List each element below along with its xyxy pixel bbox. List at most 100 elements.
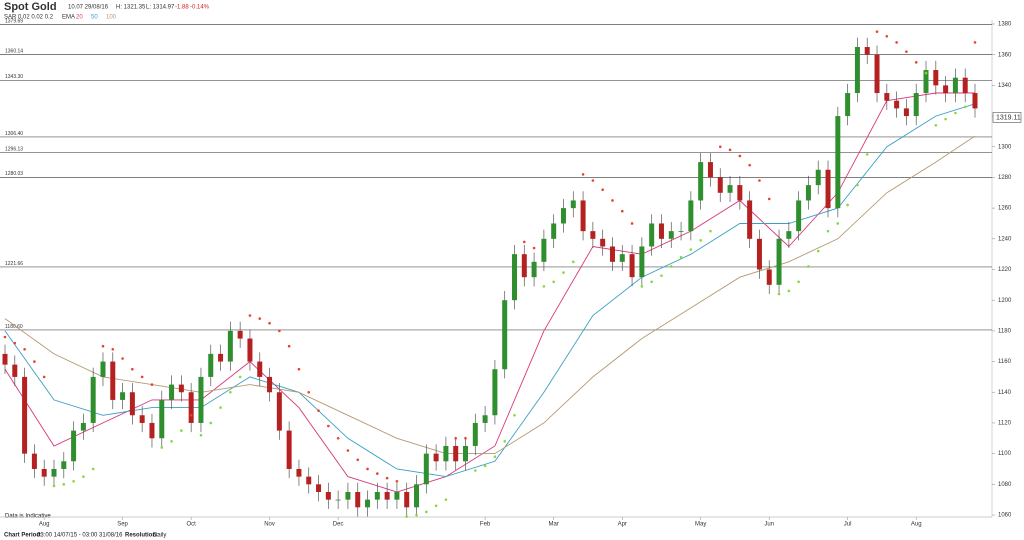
sar-dot	[513, 413, 516, 417]
sar-dot	[581, 173, 585, 176]
candle-body	[923, 70, 929, 94]
candle-body	[560, 208, 566, 224]
x-tick-label: Apr	[618, 522, 627, 528]
x-tick-label: Feb	[480, 522, 491, 528]
candle-body	[365, 499, 371, 508]
sar-dot	[718, 145, 722, 149]
candle-body	[570, 200, 576, 209]
candle-body	[208, 353, 214, 377]
sar-dot	[924, 71, 928, 75]
sar-params: 0.02 0.02 0.2	[18, 15, 54, 21]
candle-body	[727, 185, 733, 193]
sar-dot	[777, 292, 781, 296]
y-tick-label: 1100	[998, 451, 1012, 457]
candle-body	[355, 491, 361, 508]
candle-body	[815, 169, 821, 186]
candle-body	[237, 330, 243, 339]
sar-dot	[699, 239, 702, 242]
y-tick-label: 1140	[998, 390, 1012, 396]
candle-body	[511, 254, 517, 301]
sar-dot	[493, 455, 497, 458]
sar-dot	[934, 123, 938, 127]
sar-dot	[954, 111, 957, 115]
sar-dot	[248, 314, 252, 317]
ema-line	[4, 92, 975, 493]
sar-dot	[268, 321, 271, 325]
quote-high: H: 1321.35	[116, 5, 146, 11]
x-tick-label: Mar	[549, 522, 559, 528]
sar-dot	[336, 436, 340, 440]
sar-dot	[150, 383, 154, 386]
level-label: 1306.40	[5, 131, 23, 137]
quote-change: -1.88	[175, 5, 189, 11]
sar-dot	[532, 246, 536, 250]
candle-body	[472, 422, 478, 446]
candle-body	[600, 238, 606, 247]
candle-body	[619, 254, 625, 262]
sar-dot	[640, 285, 644, 288]
sar-dot	[33, 360, 36, 363]
candle-body	[717, 177, 723, 193]
sar-dot	[807, 265, 810, 268]
candle-body	[120, 392, 126, 400]
candle-body	[178, 384, 184, 393]
candle-body	[286, 430, 292, 469]
x-tick-label: Jun	[764, 522, 774, 528]
sar-dot	[297, 367, 301, 371]
sar-dot	[895, 41, 898, 44]
y-tick-label: 1340	[998, 83, 1012, 89]
sar-dot	[111, 347, 115, 351]
candle-body	[394, 491, 400, 500]
candle-body	[668, 231, 674, 239]
candle-body	[276, 392, 282, 431]
candle-body	[786, 231, 792, 239]
sar-dot	[72, 479, 75, 483]
candle-body	[482, 415, 488, 423]
sar-dot	[238, 375, 242, 379]
sar-dot	[601, 188, 604, 192]
candle-body	[2, 353, 8, 365]
sar-dot	[562, 271, 565, 274]
candle-body	[149, 422, 155, 439]
quote-change-pct: -0.14%	[190, 5, 210, 11]
sar-dot	[660, 274, 663, 277]
sar-dot	[42, 375, 46, 379]
quote-low: L: 1314.97	[146, 5, 175, 11]
sar-dot	[101, 344, 105, 348]
sar-dot	[327, 424, 330, 428]
candle-body	[943, 85, 949, 94]
y-tick-label: 1360	[998, 52, 1012, 58]
candle-body	[404, 491, 410, 508]
sar-dot	[23, 347, 26, 351]
sar-dot	[219, 406, 222, 409]
candle-body	[384, 491, 390, 500]
candle-body	[463, 445, 469, 462]
sar-dot	[885, 34, 889, 38]
note: Data is Indicative	[5, 514, 51, 520]
sar-dot	[591, 179, 595, 182]
sar-dot	[376, 472, 379, 475]
sar-dot	[503, 440, 506, 443]
sar-dot	[816, 249, 820, 253]
sar-dot	[209, 421, 213, 425]
sar-dot	[630, 222, 634, 225]
sar-dot	[865, 153, 869, 156]
sar-dot	[307, 390, 311, 394]
candle-body	[521, 254, 527, 278]
candle-body	[316, 484, 322, 492]
sar-dot	[278, 329, 281, 333]
candle-body	[776, 238, 782, 285]
sar-dot	[474, 469, 477, 472]
sar-dot	[826, 229, 830, 233]
candle-body	[874, 54, 880, 94]
candle-body	[335, 499, 341, 501]
sar-dot	[444, 498, 448, 501]
sar-dot	[856, 183, 859, 187]
candle-body	[805, 185, 811, 201]
y-tick-label: 1300	[998, 144, 1012, 150]
candle-body	[913, 93, 919, 117]
candle-body	[325, 491, 331, 500]
candle-body	[541, 238, 547, 262]
chart-title: Spot Gold	[4, 1, 57, 13]
sar-dot	[963, 105, 967, 109]
